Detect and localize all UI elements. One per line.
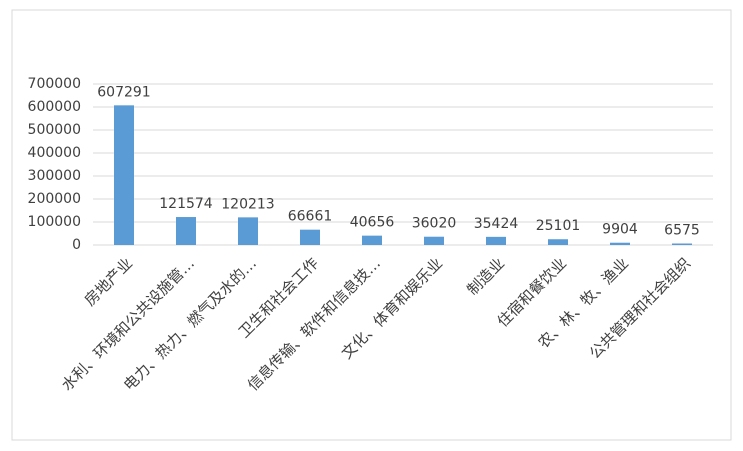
data-label: 120213 [221,196,274,212]
y-tick-label: 500000 [28,122,81,138]
y-tick-label: 300000 [28,168,81,184]
data-label: 36020 [412,216,457,232]
y-tick-label: 700000 [28,76,81,92]
bar [548,239,568,245]
bar [486,236,506,245]
bar [672,243,692,245]
y-tick-label: 400000 [28,145,81,161]
bar [238,217,258,245]
data-label: 66661 [288,209,333,225]
bar [114,105,134,246]
bar [362,235,382,245]
bar [176,217,196,245]
data-label: 6575 [664,222,700,238]
data-label: 35424 [474,216,519,232]
data-label: 40656 [350,215,395,231]
y-tick-label: 100000 [28,214,81,230]
data-label: 121574 [159,196,213,212]
bar [424,236,444,245]
bar [610,242,630,245]
y-tick-label: 200000 [28,191,81,207]
data-label: 607291 [97,84,150,100]
data-label: 25101 [536,218,581,234]
y-tick-label: 0 [72,237,81,253]
data-label: 9904 [602,222,638,238]
y-tick-label: 600000 [28,99,81,115]
bar [300,229,320,245]
